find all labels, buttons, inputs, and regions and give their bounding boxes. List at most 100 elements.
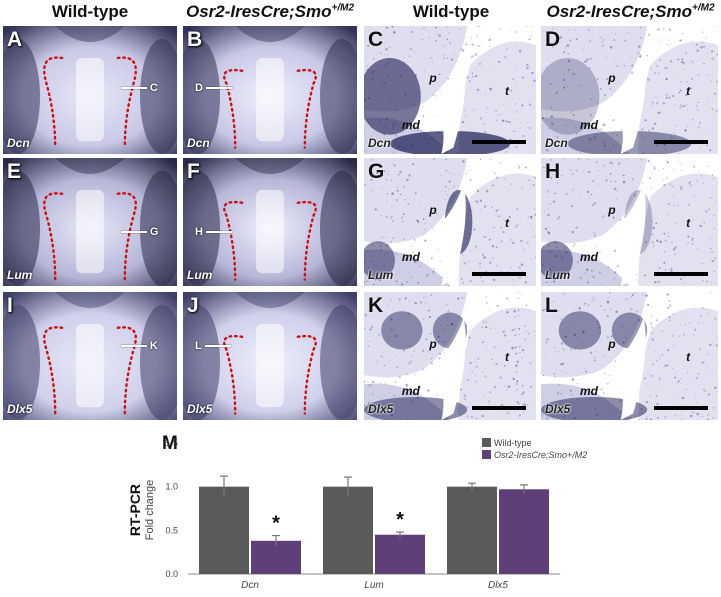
header-mutant-right: Osr2-IresCre;Smo+/M2 (540, 2, 721, 22)
panel-letter: C (368, 28, 384, 51)
panel-l: L Dlx5 p t md (541, 292, 718, 420)
pointer-label: L (195, 340, 202, 352)
pointer-line (205, 231, 232, 234)
pointer-line (120, 231, 147, 234)
legend-label: Wild-type (494, 438, 532, 448)
legend-swatch (482, 450, 491, 459)
panel-letter: L (545, 294, 558, 317)
header-wild-type-right: Wild-type (412, 2, 490, 21)
tissue-label-p: p (429, 336, 437, 351)
tissue-label-md: md (579, 118, 598, 133)
header-wild-type-left: Wild-type (51, 2, 129, 21)
panel-j-image (183, 292, 357, 420)
pointer-label: C (149, 82, 158, 94)
tissue-label-md: md (401, 250, 420, 265)
tissue-label-p: p (608, 336, 616, 351)
panel-letter: G (368, 160, 385, 183)
tissue-label-md: md (401, 384, 420, 399)
section-plane-pointer: L (195, 340, 234, 352)
pointer-label: H (195, 226, 203, 238)
y-axis-subtitle: Fold change (144, 480, 156, 541)
pointer-label: D (195, 82, 203, 94)
panel-g: G Lum p t md (364, 158, 536, 286)
scale-bar (654, 406, 708, 410)
gene-label: Lum (7, 268, 33, 282)
panel-k: K Dlx5 p t md (364, 292, 536, 420)
bar-dcn-mutant (251, 540, 301, 574)
y-tick-label: 0.0 (165, 569, 178, 579)
tissue-label-p: p (608, 70, 616, 85)
gene-label: Lum (545, 268, 571, 282)
tissue-label-t: t (505, 83, 510, 98)
header-mutant-right-sup: +/M2 (692, 2, 715, 14)
legend-label: Osr2-IresCre;Smo+/M2 (494, 450, 587, 460)
x-category-label: Dcn (241, 580, 259, 591)
rt-pcr-chart: M RT-PCR Fold change 0.0 0.5 1.0 1.5 * Dcn * Lum Dl… (0, 428, 721, 592)
gene-label: Lum (368, 268, 394, 282)
pointer-line (204, 345, 231, 348)
pointer-label: G (149, 226, 159, 238)
panel-f-image (183, 158, 357, 286)
panel-a: A Dcn C (3, 26, 177, 154)
significance-marker: * (272, 513, 280, 535)
y-tick-label: 0.5 (165, 525, 178, 535)
scale-bar (472, 140, 526, 144)
y-axis-title: RT-PCR (127, 484, 143, 536)
tissue-label-t: t (505, 215, 510, 230)
gene-label: Dcn (545, 136, 568, 150)
panel-letter: J (187, 294, 199, 317)
scale-bar (654, 272, 708, 276)
header-mutant-right-text: Osr2-IresCre;Smo (546, 2, 692, 21)
panel-a-image (3, 26, 177, 154)
panel-h-image (541, 158, 718, 286)
panel-i-image (3, 292, 177, 420)
pointer-line (120, 87, 147, 90)
scale-bar (472, 406, 526, 410)
header-mutant-left: Osr2-IresCre;Smo+/M2 (180, 2, 360, 22)
tissue-label-md: md (579, 250, 598, 265)
header-mutant-left-text: Osr2-IresCre;Smo (185, 2, 332, 21)
panel-letter: E (7, 160, 22, 183)
section-plane-pointer: C (118, 82, 158, 94)
bar-dlx5-mutant (499, 489, 549, 574)
panel-letter: F (187, 160, 200, 183)
panel-e: E Lum G (3, 158, 177, 286)
panel-h: H Lum p t md (541, 158, 718, 286)
bar-dcn-wild-type (199, 486, 249, 574)
panel-letter: A (7, 28, 23, 51)
x-category-label: Lum (364, 580, 383, 591)
panel-letter: H (545, 160, 561, 183)
panel-f: F Lum H (183, 158, 357, 286)
panel-j: J Dlx5 L (183, 292, 357, 420)
pointer-line (205, 87, 232, 90)
scale-bar (654, 140, 708, 144)
panel-letter: K (368, 294, 384, 317)
panel-c-image (364, 26, 536, 154)
panel-letter: I (7, 294, 13, 317)
panel-d: D Dcn p t md (541, 26, 718, 154)
tissue-label-t: t (686, 349, 691, 364)
gene-label: Dlx5 (545, 402, 571, 416)
panel-letter: D (545, 28, 561, 51)
tissue-label-md: md (401, 118, 420, 133)
panel-d-image (541, 26, 718, 154)
chart-panel-letter: M (162, 433, 178, 454)
tissue-label-t: t (686, 83, 691, 98)
tissue-label-p: p (429, 202, 437, 217)
tissue-label-t: t (505, 349, 510, 364)
panel-b-image (183, 26, 357, 154)
section-plane-pointer: G (118, 226, 159, 238)
section-plane-pointer: K (118, 340, 158, 352)
bar-lum-mutant (375, 534, 425, 574)
panel-letter: B (187, 28, 203, 51)
gene-label: Dlx5 (7, 402, 33, 416)
panel-b: B Dcn D (183, 26, 357, 154)
section-plane-pointer: H (195, 226, 235, 238)
scale-bar (472, 272, 526, 276)
tissue-label-p: p (429, 70, 437, 85)
gene-label: Dcn (187, 136, 210, 150)
x-category-label: Dlx5 (488, 580, 508, 591)
rt-pcr-chart-svg: M RT-PCR Fold change 0.0 0.5 1.0 1.5 * Dcn * Lum Dl… (127, 433, 587, 591)
gene-label: Dlx5 (368, 402, 394, 416)
gene-label: Lum (187, 268, 213, 282)
